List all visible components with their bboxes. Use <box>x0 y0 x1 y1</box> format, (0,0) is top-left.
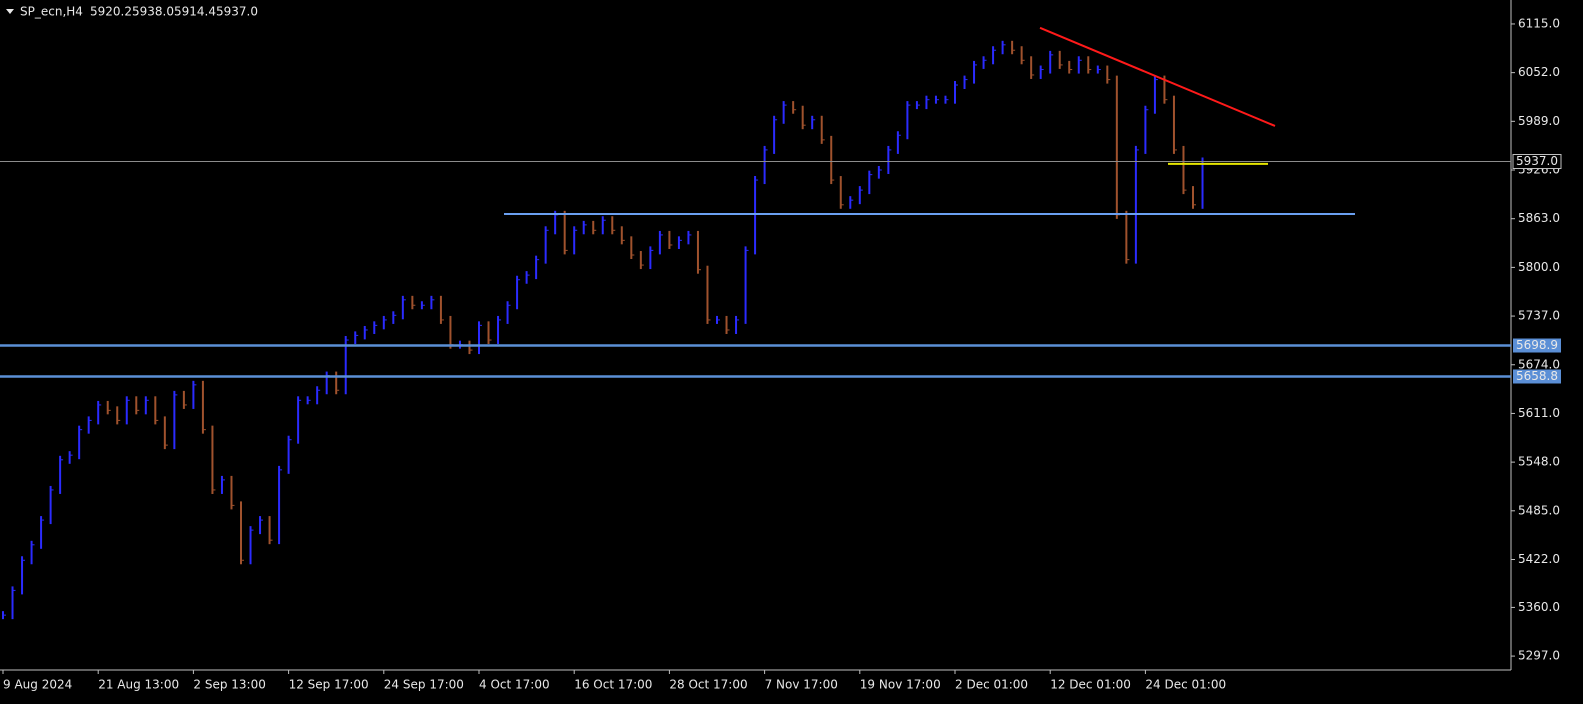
y-tick-label: 5674.0 <box>1518 357 1560 371</box>
x-tick-label: 2 Dec 01:00 <box>955 678 1028 692</box>
header-ohlc: 5938.0 <box>132 5 174 19</box>
x-tick-label: 9 Aug 2024 <box>3 678 72 692</box>
x-tick-label: 16 Oct 17:00 <box>574 678 652 692</box>
header-ohlc: 5937.0 <box>216 5 258 19</box>
y-tick-label: 5611.0 <box>1518 406 1560 420</box>
x-tick-label: 21 Aug 13:00 <box>98 678 179 692</box>
y-tick-label: 5422.0 <box>1518 552 1560 566</box>
price-label: 5658.8 <box>1516 369 1558 383</box>
x-tick-label: 7 Nov 17:00 <box>765 678 838 692</box>
y-tick-label: 5737.0 <box>1518 309 1560 323</box>
price-label: 5937.0 <box>1516 154 1558 168</box>
x-tick-label: 12 Sep 17:00 <box>289 678 369 692</box>
price-label-box <box>1513 369 1561 384</box>
x-tick-label: 2 Sep 13:00 <box>193 678 265 692</box>
y-tick-label: 5485.0 <box>1518 503 1560 517</box>
menu-arrow[interactable] <box>6 9 14 14</box>
y-tick-label: 6115.0 <box>1518 16 1560 30</box>
x-tick-label: 24 Dec 01:00 <box>1145 678 1226 692</box>
price-label-box <box>1513 338 1561 353</box>
y-tick-label: 5989.0 <box>1518 114 1560 128</box>
y-tick-label: 5360.0 <box>1518 600 1560 614</box>
x-tick-label: 24 Sep 17:00 <box>384 678 464 692</box>
x-tick-label: 19 Nov 17:00 <box>860 678 941 692</box>
price-label-box <box>1512 154 1562 170</box>
trend-line <box>1039 26 1276 127</box>
header-ohlc: 5914.4 <box>174 5 216 19</box>
x-tick-label: 28 Oct 17:00 <box>669 678 747 692</box>
y-tick-label: 5863.0 <box>1518 211 1560 225</box>
header-ohlc: 5920.2 <box>90 5 132 19</box>
y-tick-label: 6052.0 <box>1518 65 1560 79</box>
y-tick-label: 5548.0 <box>1518 455 1560 469</box>
y-tick-label: 5800.0 <box>1518 260 1560 274</box>
x-tick-label: 12 Dec 01:00 <box>1050 678 1131 692</box>
chart-title: SP_ecn,H4 <box>20 5 83 19</box>
price-label: 5698.9 <box>1516 338 1558 352</box>
y-tick-label: 5297.0 <box>1518 649 1560 663</box>
x-tick-label: 4 Oct 17:00 <box>479 678 550 692</box>
